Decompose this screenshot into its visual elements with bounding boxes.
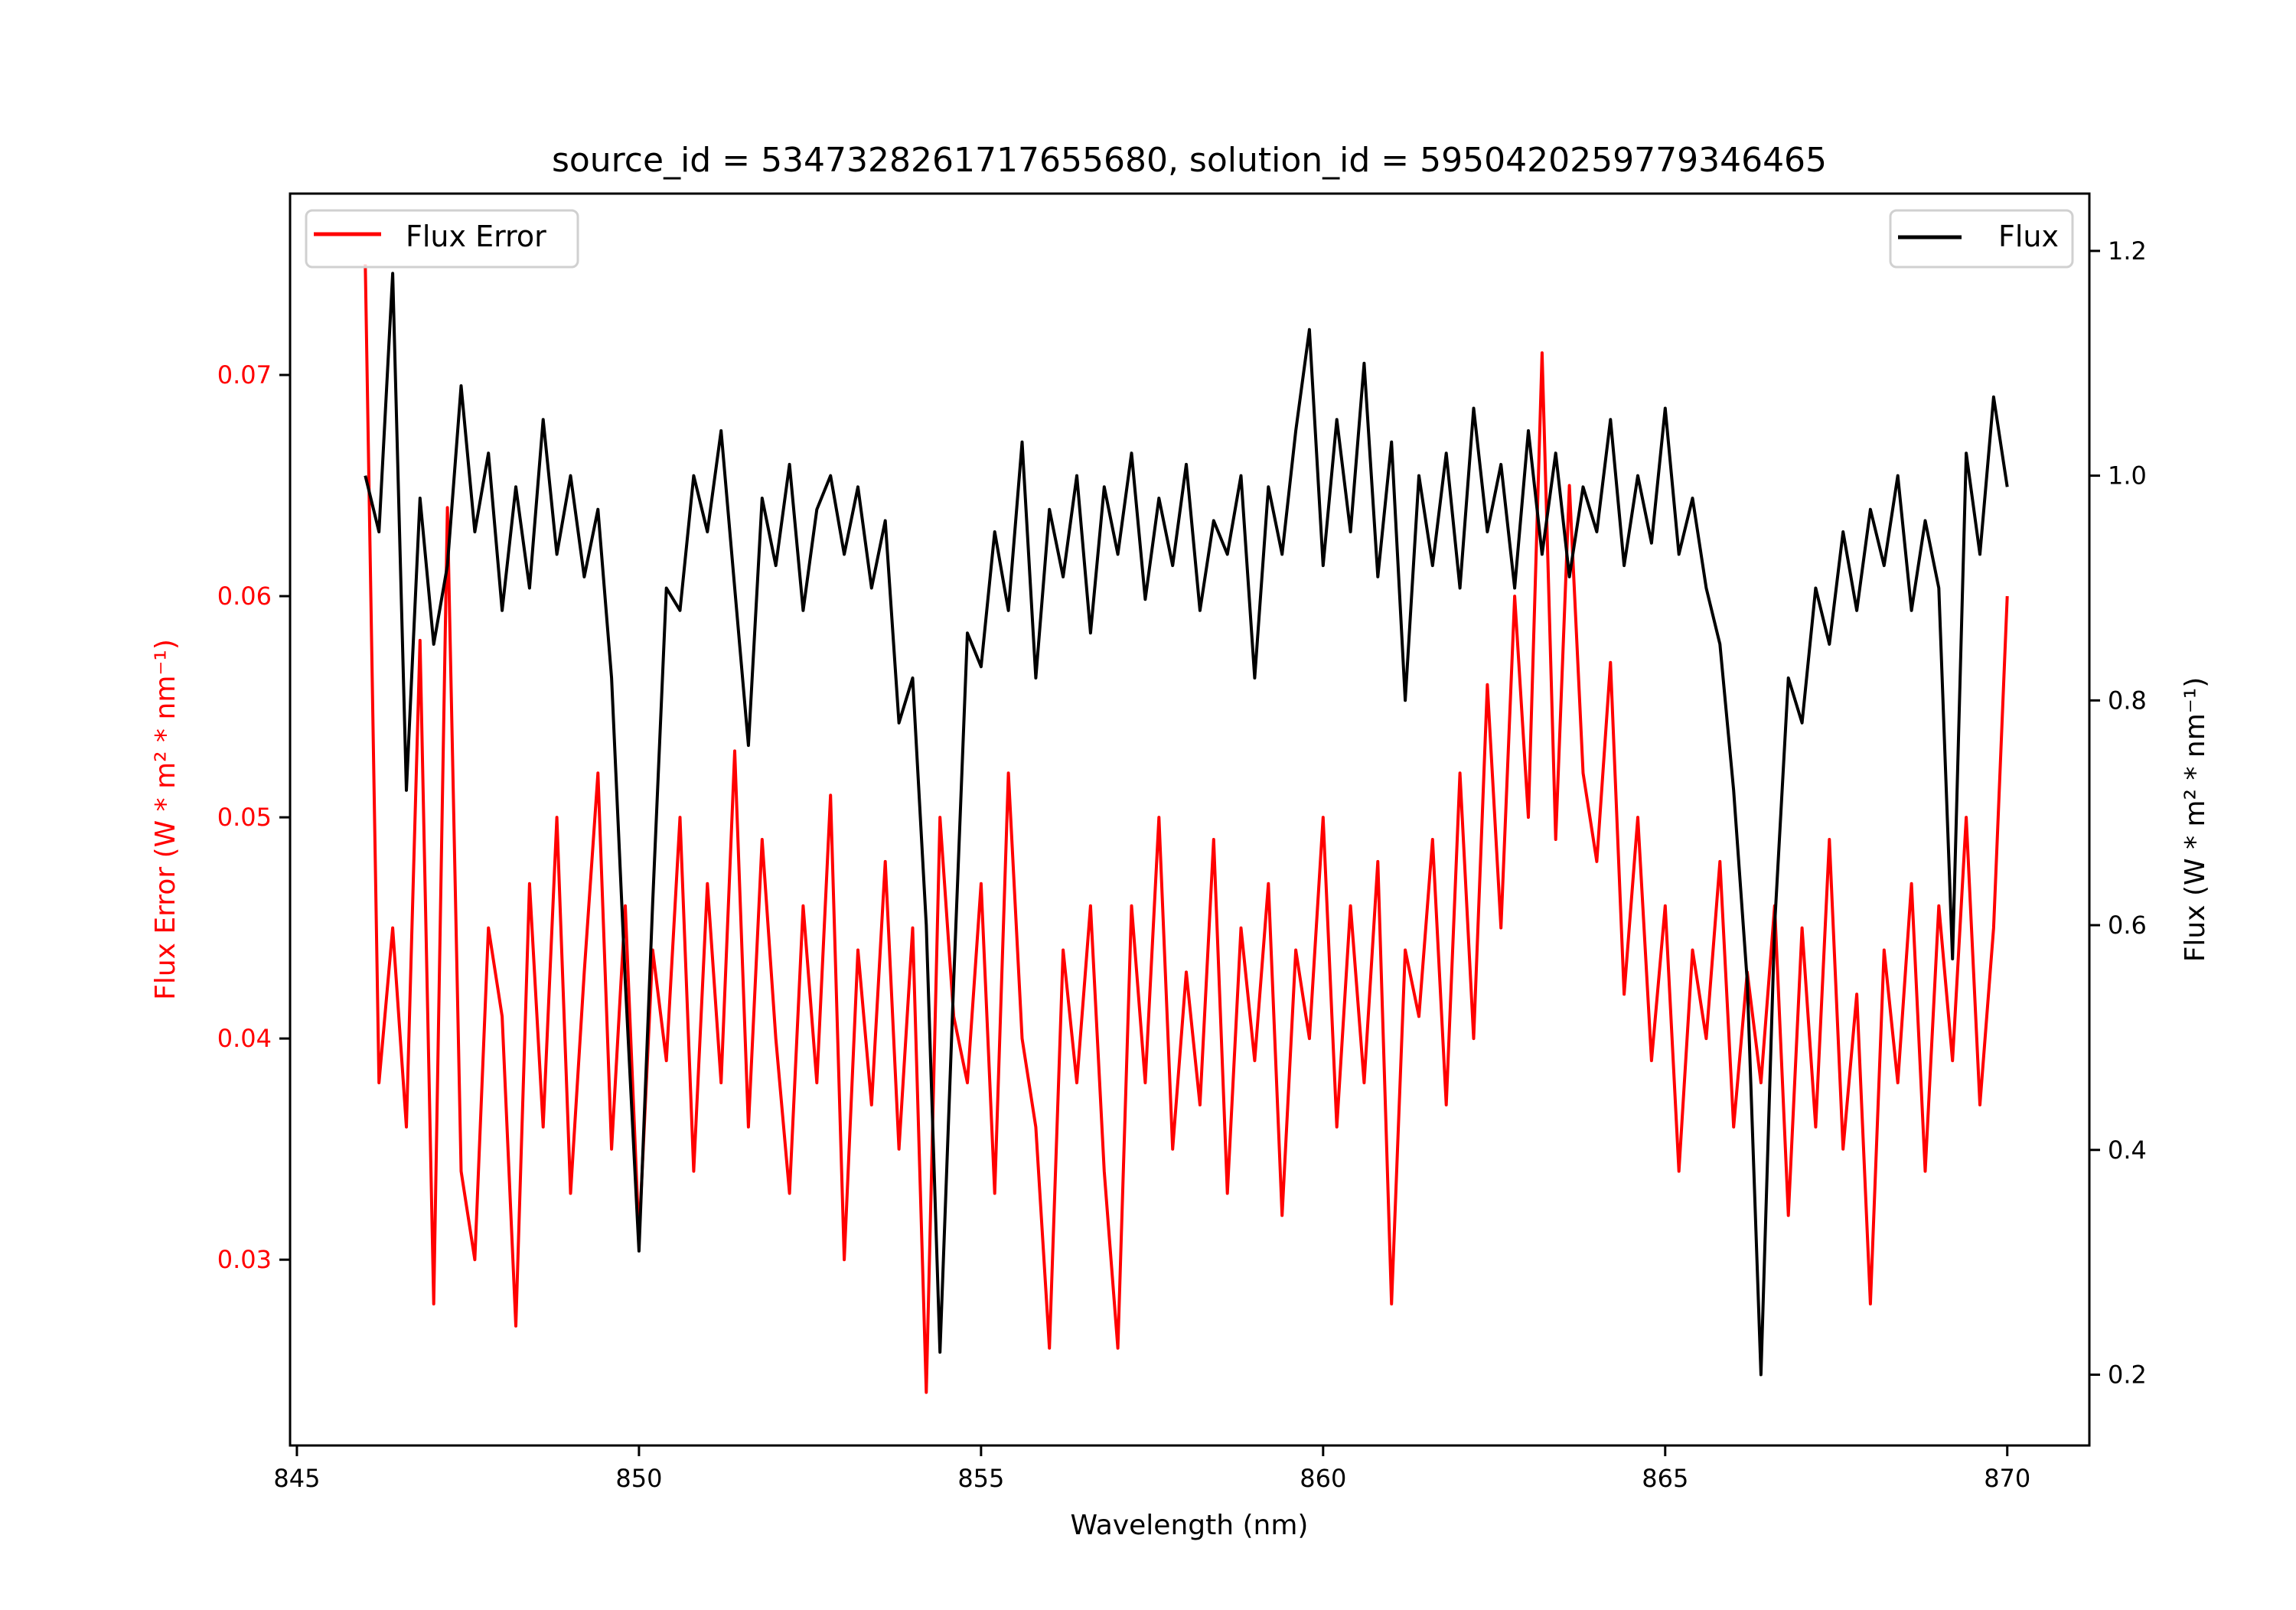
left-y-tick-label: 0.07 (217, 360, 272, 389)
series-line-flux (364, 272, 2009, 1377)
x-tick-label: 865 (1642, 1464, 1688, 1493)
right-y-axis-label: Flux (W * m² * nm⁻¹) (2180, 677, 2211, 963)
x-tick-label: 860 (1300, 1464, 1346, 1493)
right-y-tick-label: 0.6 (2108, 911, 2147, 940)
right-y-tick-label: 1.2 (2108, 236, 2147, 266)
x-tick-label: 870 (1984, 1464, 2030, 1493)
x-tick-label: 850 (615, 1464, 662, 1493)
left-y-tick-label: 0.04 (217, 1024, 272, 1053)
legend-flux-error-label: Flux Error (406, 220, 546, 253)
x-tick-label: 845 (273, 1464, 320, 1493)
x-axis-label: Wavelength (nm) (1071, 1510, 1309, 1541)
left-y-axis: 0.03 0.04 0.05 0.06 0.07 (217, 360, 290, 1274)
right-y-axis: 0.2 0.4 0.6 0.8 1.0 1.2 (2089, 236, 2147, 1389)
left-y-tick-label: 0.06 (217, 582, 272, 611)
legend-flux-label: Flux (1998, 220, 2059, 253)
x-axis: 845 850 855 860 865 870 (273, 1445, 2030, 1493)
right-y-tick-label: 0.4 (2108, 1136, 2147, 1165)
legend-flux-error: Flux Error (305, 209, 579, 269)
plot-lines (364, 264, 2009, 1394)
x-tick-label: 855 (957, 1464, 1004, 1493)
right-y-tick-label: 0.8 (2108, 686, 2147, 715)
legend-flux: Flux (1889, 209, 2074, 269)
plot-frame (289, 192, 2091, 1447)
left-y-tick-label: 0.05 (217, 803, 272, 832)
chart-title: source_id = 5347328261717655680, solutio… (552, 141, 1827, 180)
left-y-axis-label: Flux Error (W * m² * nm⁻¹) (150, 639, 181, 1000)
left-y-tick-label: 0.03 (217, 1245, 272, 1274)
right-y-tick-label: 0.2 (2108, 1360, 2147, 1389)
right-y-tick-label: 1.0 (2108, 461, 2147, 490)
